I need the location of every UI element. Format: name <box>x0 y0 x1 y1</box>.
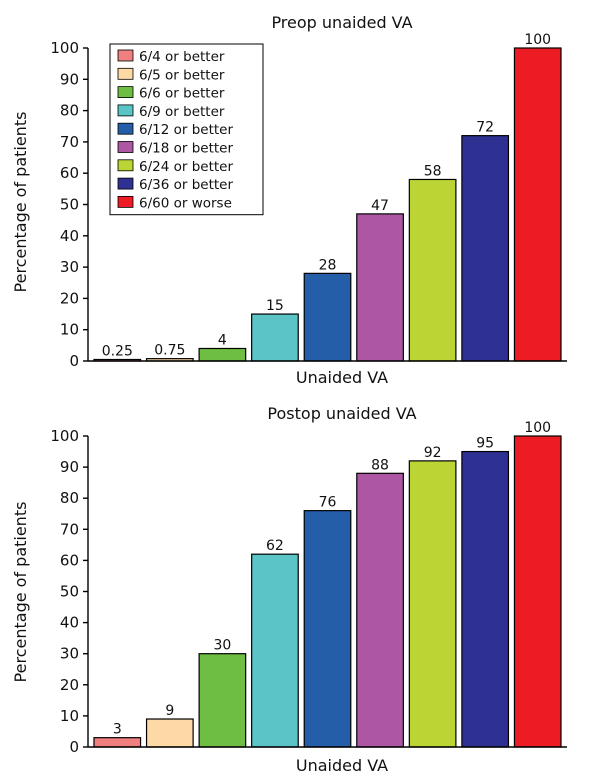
y-tick-label: 20 <box>60 289 79 307</box>
legend-label: 6/9 or better <box>139 104 225 120</box>
legend-swatch <box>117 67 134 80</box>
legend-swatch <box>117 195 134 208</box>
chart-title: Postop unaided VA <box>267 404 416 423</box>
y-tick-label: 0 <box>69 738 79 756</box>
y-tick-label: 40 <box>60 614 79 632</box>
legend-label: 6/5 or better <box>139 67 225 83</box>
legend-label: 6/60 or worse <box>139 195 232 211</box>
y-tick-label: 30 <box>60 645 79 663</box>
legend-label: 6/24 or better <box>139 159 233 175</box>
x-axis-label: Unaided VA <box>296 756 388 775</box>
y-axis-label: Percentage of patients <box>11 502 30 683</box>
data-labels: 0.25 0.75 4 15 28 47 58 72 100 <box>102 32 551 360</box>
y-tick-label: 80 <box>60 102 79 120</box>
data-label: 76 <box>319 495 337 511</box>
data-label: 9 <box>165 703 174 719</box>
y-tick-label: 40 <box>60 227 79 245</box>
data-label: 0.75 <box>154 343 185 359</box>
y-tick-label: 100 <box>50 427 79 445</box>
bar-6-9-or-better <box>251 313 299 362</box>
y-tick-label: 30 <box>60 258 79 276</box>
legend-label: 6/6 or better <box>139 86 225 102</box>
y-tick-label: 20 <box>60 676 79 694</box>
y-axis-ticks: 0 10 20 30 40 50 60 70 80 90 100 <box>50 39 88 370</box>
data-label: 47 <box>371 198 389 214</box>
y-tick-label: 50 <box>60 583 79 601</box>
data-label: 58 <box>424 163 442 179</box>
legend-swatch <box>117 49 134 62</box>
bar-6-60-or-worse <box>513 47 562 362</box>
data-label: 100 <box>524 32 551 48</box>
data-label: 95 <box>476 436 494 452</box>
data-label: 0.25 <box>102 344 133 360</box>
y-tick-label: 60 <box>60 164 79 182</box>
y-tick-label: 50 <box>60 196 79 214</box>
legend-label: 6/4 or better <box>139 49 225 65</box>
y-tick-label: 60 <box>60 551 79 569</box>
legend-box <box>109 43 264 216</box>
postop-chart: Postop unaided VA Percentage of patients… <box>11 404 567 775</box>
y-tick-label: 10 <box>60 707 79 725</box>
legend-swatch <box>117 177 134 190</box>
legend: 6/4 or better 6/5 or better 6/6 or better 6… <box>109 43 264 216</box>
y-tick-label: 0 <box>69 352 79 370</box>
y-tick-label: 90 <box>60 70 79 88</box>
legend-swatch <box>117 159 134 172</box>
y-tick-label: 90 <box>60 458 79 476</box>
legend-label: 6/18 or better <box>139 141 233 157</box>
bar-6-9-or-better <box>251 553 299 748</box>
bar-6-60-or-worse <box>513 435 562 748</box>
legend-swatch <box>117 141 134 153</box>
bar-6-4-or-better <box>93 737 142 748</box>
bar-6-18-or-better <box>356 213 404 362</box>
legend-swatch <box>117 86 134 98</box>
y-tick-label: 70 <box>60 520 79 538</box>
data-label: 88 <box>371 457 389 473</box>
data-label: 92 <box>424 445 442 461</box>
y-tick-label: 10 <box>60 321 79 339</box>
legend-swatch <box>117 122 134 135</box>
bar-6-24-or-better <box>408 460 457 748</box>
chart-title: Preop unaided VA <box>271 13 412 32</box>
y-tick-label: 100 <box>50 39 79 57</box>
data-label: 3 <box>113 722 122 738</box>
data-label: 62 <box>266 538 284 554</box>
bar-6-24-or-better <box>408 178 457 362</box>
y-tick-label: 80 <box>60 489 79 507</box>
bar-6-36-or-better <box>461 450 510 748</box>
data-label: 30 <box>213 638 231 654</box>
data-label: 28 <box>319 257 337 273</box>
data-labels: 3 9 30 62 76 88 92 95 100 <box>113 420 551 738</box>
legend-swatch <box>117 104 134 117</box>
data-label: 72 <box>476 120 494 136</box>
bar-6-12-or-better <box>303 272 352 362</box>
bar-6-6-or-better <box>198 653 247 748</box>
data-label: 4 <box>218 332 227 348</box>
data-label: 15 <box>266 298 284 314</box>
y-axis-label: Percentage of patients <box>11 112 30 293</box>
y-axis-ticks: 0 10 20 30 40 50 60 70 80 90 100 <box>50 427 88 756</box>
bar-series <box>93 435 562 748</box>
legend-label: 6/12 or better <box>139 122 233 138</box>
preop-chart: Preop unaided VA Percentage of patients … <box>11 13 567 387</box>
data-label: 100 <box>524 420 551 436</box>
bar-6-5-or-better <box>145 718 194 748</box>
y-tick-label: 70 <box>60 133 79 151</box>
x-axis-label: Unaided VA <box>296 368 388 387</box>
bar-6-12-or-better <box>303 510 352 748</box>
legend-label: 6/36 or better <box>139 177 233 193</box>
bar-6-18-or-better <box>356 472 404 748</box>
bar-6-6-or-better <box>198 347 247 362</box>
bar-6-36-or-better <box>461 135 510 362</box>
